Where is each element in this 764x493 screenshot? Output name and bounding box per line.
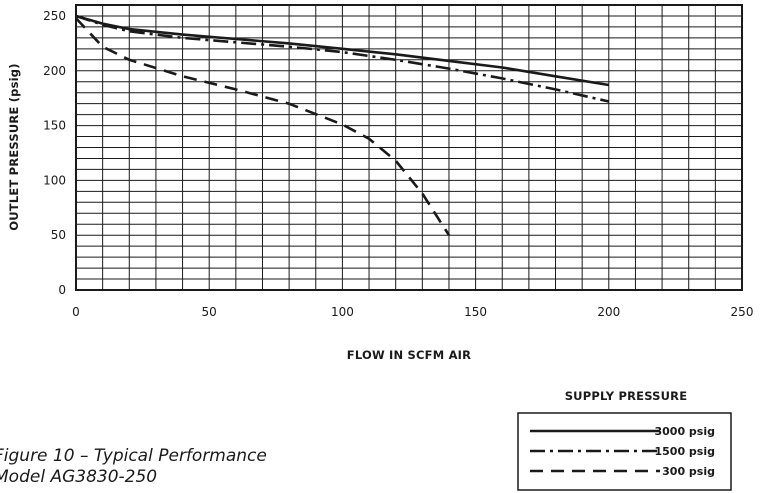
y-axis-title: OUTLET PRESSURE (psig) — [7, 63, 21, 230]
legend-title: SUPPLY PRESSURE — [565, 389, 688, 403]
y-tick-labels: 0 50 100 150 200 250 — [43, 9, 66, 297]
y-tick-label: 150 — [43, 119, 66, 133]
x-tick-label: 250 — [731, 305, 754, 319]
series-line-3000-psig — [75, 14, 610, 87]
legend: SUPPLY PRESSURE 3000 psig 1500 psig 300 ps… — [517, 389, 732, 491]
y-tick-label: 50 — [51, 228, 66, 242]
data-series — [75, 14, 610, 236]
legend-label: 3000 psig — [654, 425, 715, 438]
x-axis-title: FLOW IN SCFM AIR — [347, 348, 471, 362]
legend-label: 1500 psig — [654, 445, 715, 458]
y-tick-label: 100 — [43, 173, 66, 187]
x-tick-label: 50 — [202, 305, 217, 319]
plot-frame — [75, 4, 743, 291]
series-line-1500-psig — [75, 14, 610, 103]
figure-caption: Figure 10 – Typical Performance — [0, 446, 267, 466]
chart-grid — [76, 5, 742, 290]
figure-model: Model AG3830-250 — [0, 467, 158, 487]
legend-label: 300 psig — [662, 465, 715, 478]
y-tick-label: 200 — [43, 64, 66, 78]
series-line-300-psig — [75, 17, 451, 236]
legend-items: 3000 psig 1500 psig 300 psig — [530, 425, 715, 478]
x-tick-labels: 0 50 100 150 200 250 — [72, 305, 753, 319]
x-tick-label: 150 — [464, 305, 487, 319]
legend-box — [517, 412, 732, 491]
x-tick-label: 200 — [597, 305, 620, 319]
x-tick-label: 100 — [331, 305, 354, 319]
x-tick-label: 0 — [72, 305, 80, 319]
y-tick-label: 250 — [43, 9, 66, 23]
y-tick-label: 0 — [58, 283, 66, 297]
